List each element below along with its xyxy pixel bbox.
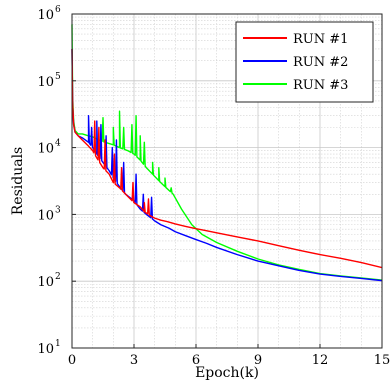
x-tick-label: 6 [192, 353, 200, 368]
y-tick-label: 10 [37, 75, 54, 90]
y-tick-exponent: 1 [55, 339, 61, 349]
x-tick-label: 9 [254, 353, 262, 368]
y-axis-label: Residuals [10, 147, 26, 215]
tick-layer: 10 110 210 310 410 510 60 3 6 9 12 15 [37, 5, 390, 368]
legend-label-run2: RUN #2 [293, 55, 348, 70]
y-tick-label: 10 [37, 342, 54, 357]
series-line-run1 [71, 48, 383, 269]
plot-frame [71, 13, 383, 349]
y-tick-exponent: 3 [55, 205, 61, 215]
x-tick-label: 15 [374, 353, 390, 368]
series-line-run2 [71, 48, 383, 282]
legend-label-run1: RUN #1 [293, 32, 348, 47]
y-tick-exponent: 5 [55, 72, 61, 82]
x-tick-label: 3 [130, 353, 138, 368]
x-tick-label: 0 [68, 353, 76, 368]
legend-label-run3: RUN #3 [293, 78, 348, 93]
y-tick-exponent: 2 [55, 272, 61, 282]
y-tick-label: 10 [37, 142, 54, 157]
series-line-run3 [71, 24, 383, 281]
series-layer [71, 24, 383, 282]
x-axis-label: Epoch(k) [195, 365, 259, 381]
legend: RUN #1 RUN #2 RUN #3 [235, 21, 374, 103]
x-tick-label: 12 [312, 353, 329, 368]
y-tick-label: 10 [37, 8, 54, 23]
y-tick-label: 10 [37, 275, 54, 290]
y-tick-exponent: 6 [55, 5, 61, 15]
y-tick-label: 10 [37, 208, 54, 223]
y-tick-exponent: 4 [55, 139, 61, 149]
